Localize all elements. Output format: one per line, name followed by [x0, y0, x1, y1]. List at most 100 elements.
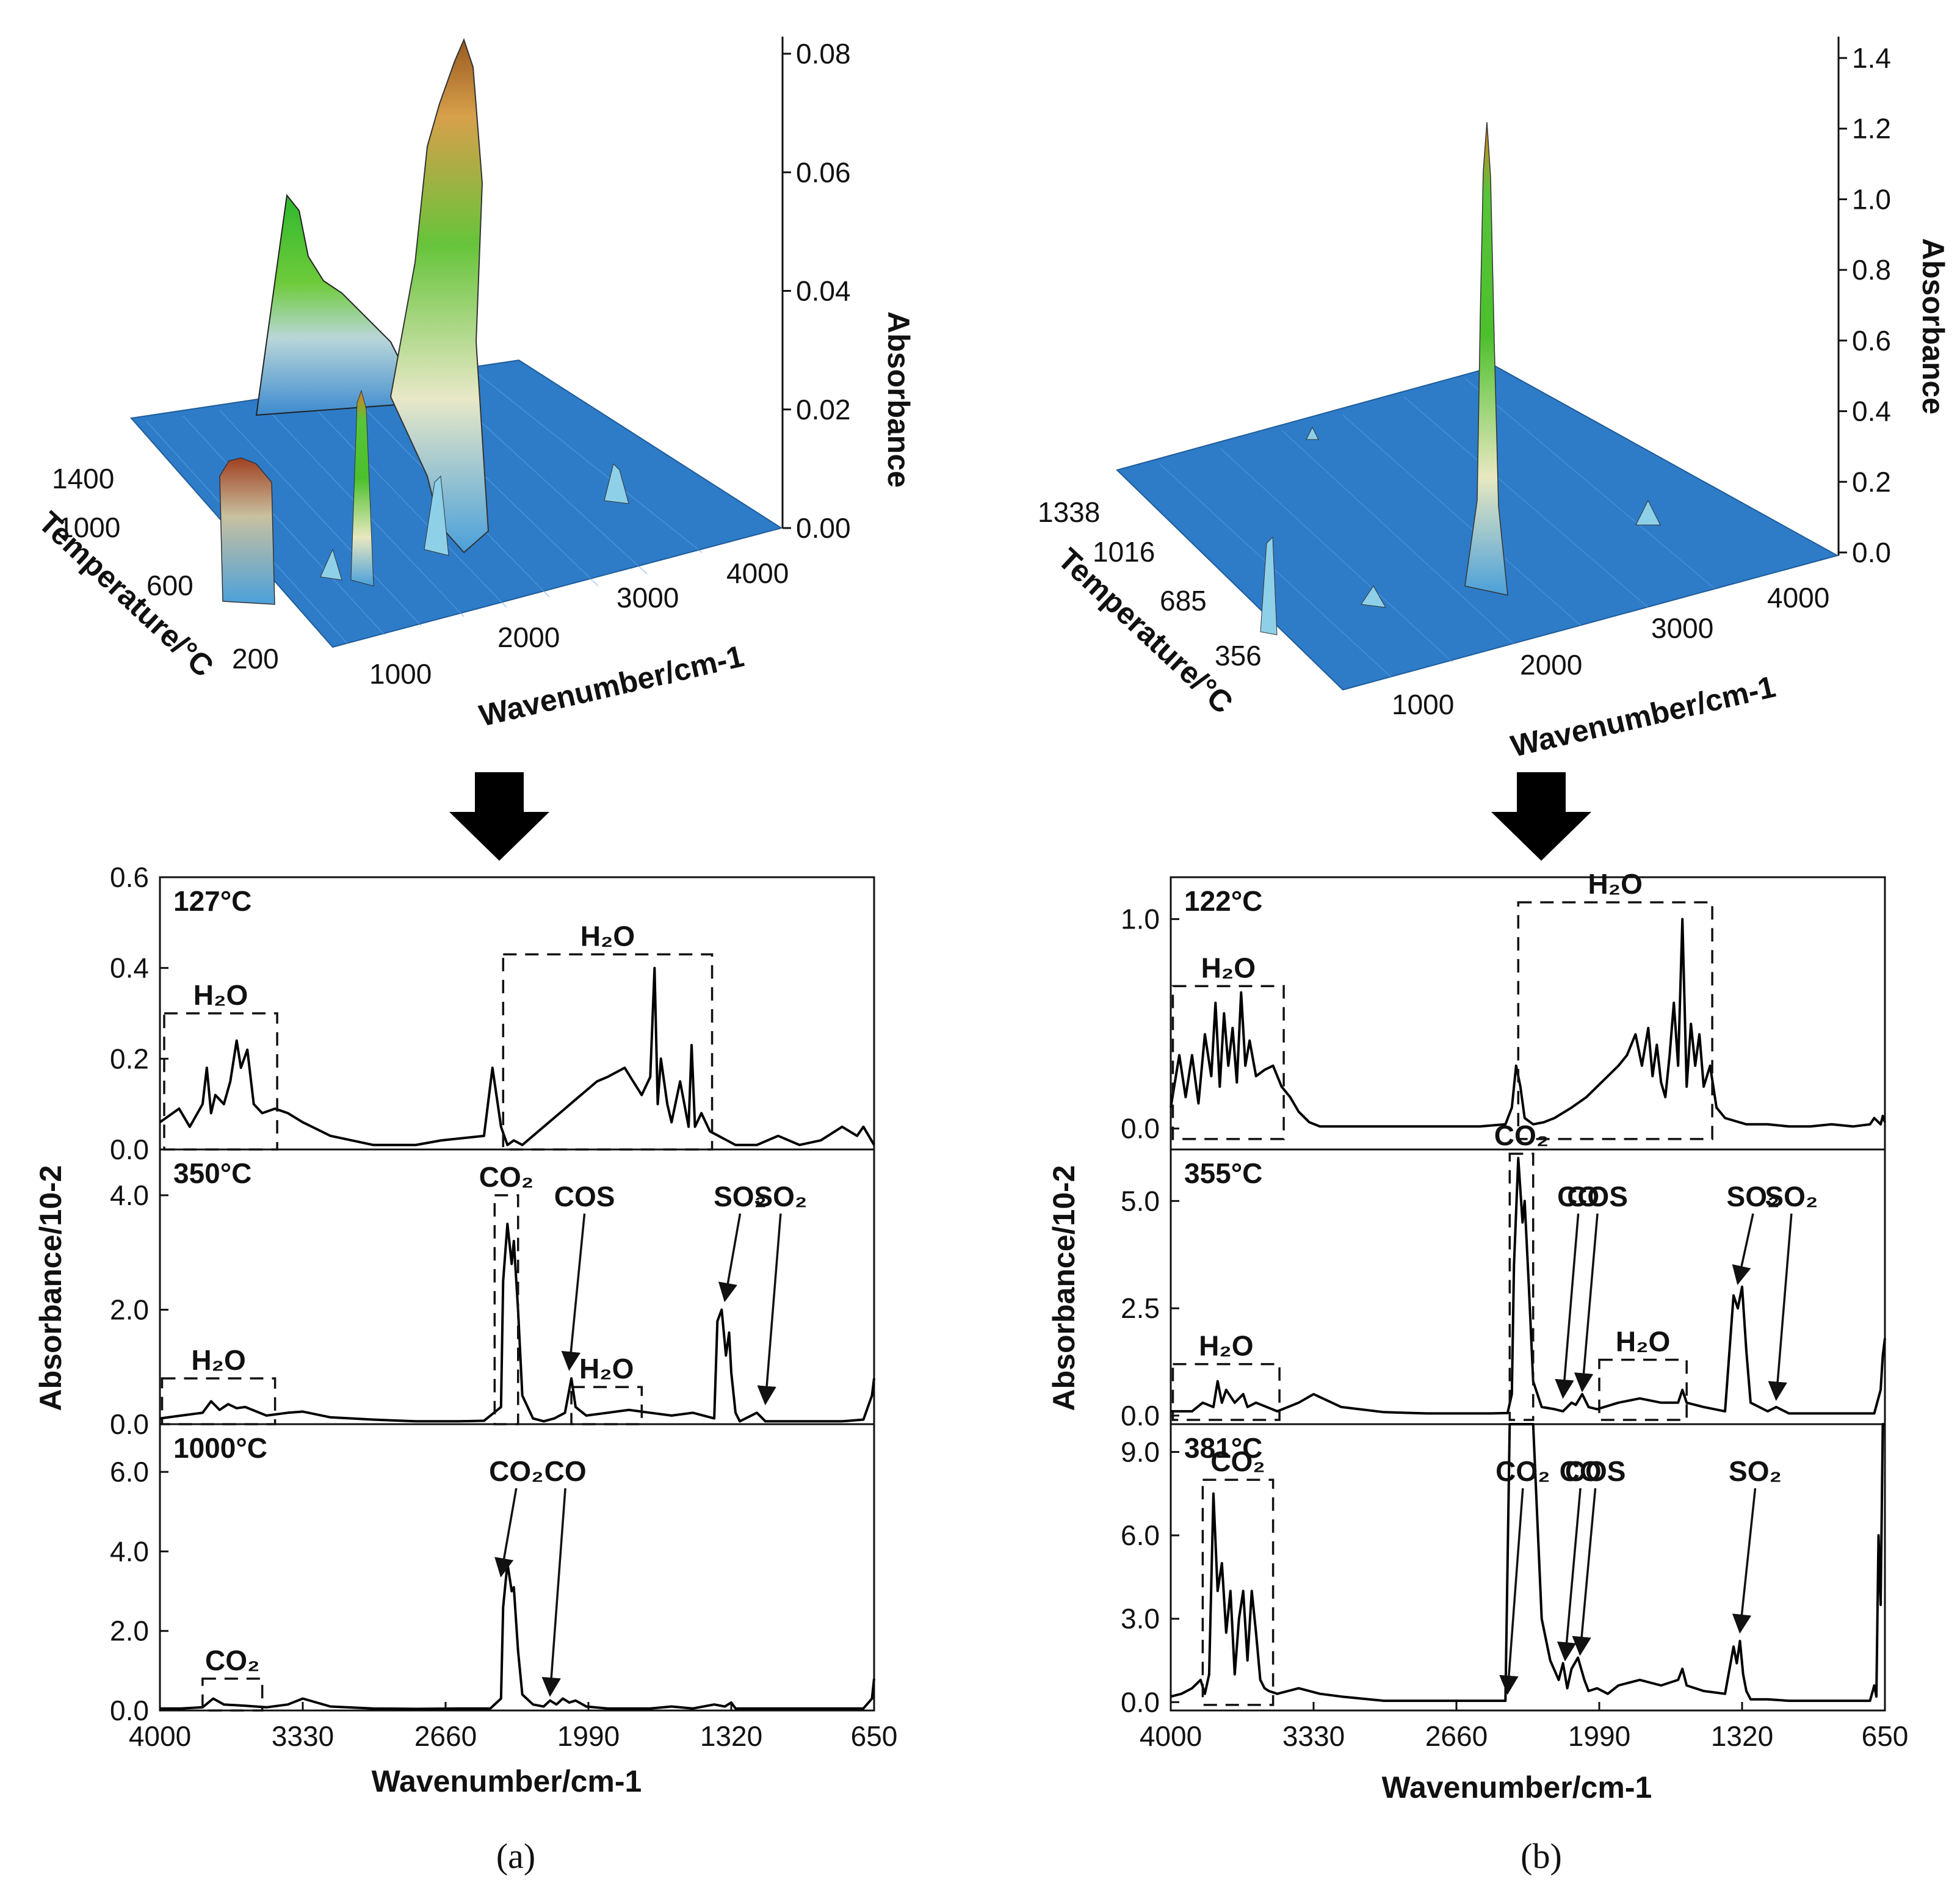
temperature-axis-label: Temperature/°C — [1051, 541, 1239, 720]
tick-label: 0.06 — [796, 156, 851, 188]
tick-label: 2660 — [1425, 1720, 1488, 1752]
tick-label: 9.0 — [1121, 1436, 1160, 1468]
surface-3d-b: 0.0 0.2 0.4 0.6 0.8 1.0 1.2 1.4 Absorbance 1338… — [1038, 37, 1950, 764]
xlabel-b: Wavenumber/cm-1 — [1382, 1770, 1652, 1804]
z-axis-label: Absorbance — [1916, 238, 1950, 414]
temperature-ticks-a: 1400 1000 600 200 — [52, 463, 279, 675]
species-label: COS — [1567, 1181, 1628, 1212]
panel-frame — [159, 876, 875, 1151]
tick-label: 3330 — [272, 1720, 334, 1752]
wavenumber-ticks-b: 1000 2000 3000 4000 — [1392, 582, 1829, 720]
dashed-region-box — [1171, 1363, 1281, 1421]
tick-label: 600 — [146, 570, 193, 601]
spectra-stack-a: 0.0 0.2 0.4 0.6 127°C H₂O H₂O 0.0 2.0 4.0 350°C H₂O… — [110, 861, 897, 1752]
peak-2080 — [424, 475, 449, 556]
annotation-arrow — [1555, 1213, 1580, 1399]
species-label: CO₂ — [489, 1455, 543, 1487]
tick-label: 1990 — [557, 1720, 620, 1752]
tick-label: 0.08 — [796, 38, 851, 70]
tick-label: 2.0 — [110, 1294, 149, 1326]
tick-label: 0.0 — [1121, 1113, 1160, 1145]
panel-frame — [159, 1423, 875, 1712]
tick-label: 650 — [1862, 1720, 1909, 1752]
tick-label: 4.0 — [110, 1179, 149, 1211]
tick-label: 0.0 — [110, 1134, 149, 1165]
tick-label: 2000 — [1520, 649, 1582, 681]
tick-label: 200 — [232, 643, 279, 675]
tick-label: 4000 — [726, 557, 789, 589]
species-label: CO₂ — [1210, 1446, 1265, 1477]
tick-label: 1.2 — [1852, 113, 1891, 145]
tick-label: 1990 — [1568, 1720, 1630, 1752]
tick-label: 1.0 — [1852, 183, 1891, 215]
temperature-label: 355°C — [1184, 1157, 1262, 1189]
tick-label: 4000 — [129, 1720, 191, 1752]
peak-3500 — [604, 463, 629, 504]
species-label: H₂O — [1588, 868, 1642, 900]
annotation-arrow — [1572, 1488, 1597, 1656]
dashed-region-box — [502, 953, 714, 1151]
tick-label: 2000 — [497, 621, 560, 653]
dashed-region-box — [570, 1386, 643, 1425]
panel-label-b: (b) — [1521, 1836, 1562, 1876]
wavenumber-ticks-a: 1000 2000 3000 4000 — [369, 557, 789, 690]
peak-650 — [1260, 536, 1278, 635]
spectrum-line — [1171, 1157, 1886, 1415]
tick-label: 4000 — [1140, 1720, 1202, 1752]
species-label: SO₂ — [1727, 1181, 1780, 1212]
surface-lines — [1159, 378, 1716, 678]
tick-label: 4.0 — [110, 1535, 149, 1567]
tick-label: 0.00 — [796, 512, 851, 544]
species-label: CO — [1560, 1455, 1602, 1487]
dashed-region-box — [163, 1012, 278, 1151]
annotation-arrow — [1732, 1488, 1757, 1634]
tick-label: 1.4 — [1852, 42, 1891, 74]
tick-label: 1000 — [369, 658, 432, 690]
tick-label: 1400 — [52, 463, 114, 494]
tick-label: 6.0 — [110, 1456, 149, 1488]
tick-label: 356 — [1215, 640, 1262, 671]
species-label: H₂O — [1199, 1330, 1253, 1362]
tick-label: 0.4 — [110, 952, 149, 984]
tick-label: 0.6 — [110, 861, 149, 893]
spectra-stack-b: 0.01.0122°CH₂OH₂O0.02.55.0355°CH₂OCO₂COC… — [1121, 868, 1908, 1752]
ylabel-b: Absorbance/10-2 — [1047, 1165, 1081, 1411]
peak-1500 — [1361, 585, 1386, 608]
annotation-arrow — [1499, 1488, 1524, 1695]
tick-label: 1.0 — [1121, 903, 1160, 935]
wavenumber-axis-label: Wavenumber/cm-1 — [1508, 670, 1779, 764]
surface-3d-a: 0.00 0.02 0.04 0.06 0.08 Absorbance 1400 100… — [32, 37, 916, 733]
species-label: COS — [1565, 1455, 1626, 1487]
tick-label: 5.0 — [1121, 1185, 1160, 1217]
species-label: CO — [544, 1455, 587, 1487]
temperature-label: 350°C — [173, 1157, 251, 1189]
species-label: H₂O — [193, 979, 248, 1011]
dashed-region-box — [1508, 1153, 1535, 1421]
tick-label: 650 — [851, 1720, 898, 1752]
dashed-region-box — [161, 1377, 277, 1425]
z-axis-label: Absorbance — [881, 311, 916, 488]
tick-label: 0.0 — [110, 1695, 149, 1726]
tick-label: 1000 — [1392, 689, 1454, 720]
tick-label: 2.0 — [110, 1615, 149, 1647]
tick-label: 3.0 — [1121, 1603, 1160, 1635]
tick-label: 1320 — [700, 1720, 762, 1752]
species-label: SO₂ — [1765, 1181, 1818, 1212]
spectrum-line — [159, 966, 875, 1146]
tick-label: 0.02 — [796, 394, 851, 425]
peak-3600 — [1635, 499, 1661, 526]
annotation-arrow — [1557, 1488, 1582, 1662]
tick-label: 1000 — [58, 512, 120, 543]
dashed-region-box — [201, 1678, 264, 1712]
z-ticks-a: 0.00 0.02 0.04 0.06 0.08 — [783, 38, 851, 544]
peak-1200 — [320, 548, 342, 581]
tick-label: 0.0 — [110, 1408, 149, 1440]
species-label: H₂O — [191, 1344, 245, 1376]
species-label: H₂O — [580, 920, 635, 952]
z-ticks-b: 0.0 0.2 0.4 0.6 0.8 1.0 1.2 1.4 — [1839, 42, 1891, 568]
tick-label: 0.8 — [1852, 254, 1891, 286]
